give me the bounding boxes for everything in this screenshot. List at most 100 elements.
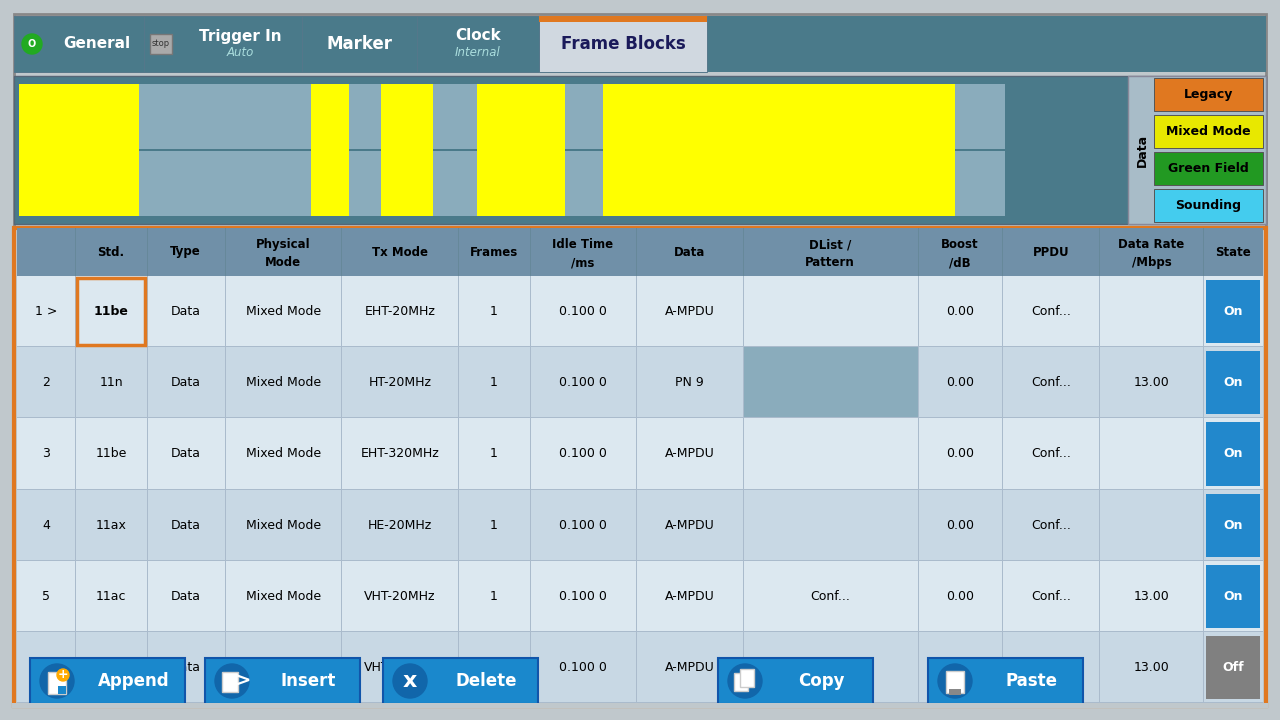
- Bar: [19, 84, 140, 216]
- Text: State: State: [1215, 246, 1251, 258]
- Text: A-MPDU: A-MPDU: [664, 661, 714, 674]
- Text: Paste: Paste: [1006, 672, 1057, 690]
- Bar: [17, 632, 1263, 703]
- Text: Physical: Physical: [256, 238, 310, 251]
- Circle shape: [393, 664, 428, 698]
- Bar: [564, 149, 603, 151]
- Text: 1: 1: [490, 447, 498, 460]
- Text: Frames: Frames: [470, 246, 518, 258]
- Text: 4: 4: [42, 518, 50, 531]
- Bar: [17, 490, 1263, 561]
- Text: >: >: [234, 672, 251, 690]
- Bar: [1206, 493, 1260, 557]
- Text: 5: 5: [42, 590, 50, 603]
- Text: 1 >: 1 >: [35, 305, 58, 318]
- Text: Data: Data: [170, 590, 201, 603]
- Text: Append: Append: [97, 672, 169, 690]
- Text: 1: 1: [490, 590, 498, 603]
- Bar: [383, 658, 538, 704]
- Text: Mixed Mode: Mixed Mode: [246, 447, 320, 460]
- Bar: [1155, 152, 1263, 185]
- Bar: [49, 672, 67, 694]
- Text: O: O: [28, 39, 36, 49]
- Bar: [740, 669, 754, 687]
- Text: EHT-20MHz: EHT-20MHz: [365, 305, 435, 318]
- Bar: [349, 84, 381, 216]
- Bar: [14, 228, 1266, 706]
- Text: Legacy: Legacy: [1184, 88, 1233, 101]
- Text: stop: stop: [152, 40, 170, 48]
- Bar: [17, 559, 1263, 561]
- Text: Data: Data: [1135, 133, 1148, 166]
- Bar: [29, 658, 186, 704]
- Text: Frame Blocks: Frame Blocks: [561, 35, 685, 53]
- Bar: [1155, 78, 1263, 111]
- Bar: [17, 276, 1263, 347]
- Text: PPDU: PPDU: [1033, 246, 1069, 258]
- Bar: [302, 16, 417, 72]
- Bar: [477, 84, 564, 216]
- Text: 0.100 0: 0.100 0: [559, 661, 607, 674]
- Text: A-MPDU: A-MPDU: [664, 447, 714, 460]
- Text: HT-20MHz: HT-20MHz: [369, 377, 431, 390]
- Bar: [140, 84, 311, 216]
- Bar: [17, 347, 1263, 418]
- Text: Data Rate: Data Rate: [1119, 238, 1184, 251]
- Text: +: +: [58, 668, 68, 682]
- Text: A-MPDU: A-MPDU: [664, 590, 714, 603]
- Text: 2: 2: [42, 377, 50, 390]
- Text: 13.00: 13.00: [1134, 661, 1169, 674]
- Text: 0.100 0: 0.100 0: [559, 590, 607, 603]
- Bar: [417, 16, 539, 72]
- Bar: [77, 278, 145, 345]
- Bar: [17, 488, 1263, 490]
- Bar: [14, 16, 143, 72]
- Text: 11ac: 11ac: [96, 590, 127, 603]
- Bar: [221, 672, 238, 692]
- Text: Auto: Auto: [227, 47, 253, 60]
- Text: 0.100 0: 0.100 0: [559, 447, 607, 460]
- Bar: [1155, 189, 1263, 222]
- Text: x: x: [403, 671, 417, 691]
- Circle shape: [938, 664, 972, 698]
- Text: A-MPDU: A-MPDU: [664, 518, 714, 531]
- Bar: [17, 346, 1263, 347]
- Text: Type: Type: [170, 246, 201, 258]
- Bar: [14, 16, 1266, 72]
- Text: 11n: 11n: [100, 377, 123, 390]
- Text: Green Field: Green Field: [1169, 162, 1249, 175]
- Text: On: On: [1224, 377, 1243, 390]
- Text: Internal: Internal: [456, 47, 500, 60]
- Text: PN 9: PN 9: [675, 377, 704, 390]
- Text: EHT-320MHz: EHT-320MHz: [361, 447, 439, 460]
- Text: 0.100 0: 0.100 0: [559, 518, 607, 531]
- Text: Insert: Insert: [280, 672, 337, 690]
- Text: On: On: [1224, 447, 1243, 460]
- Text: 1: 1: [490, 518, 498, 531]
- Bar: [17, 228, 1263, 276]
- Text: Clock: Clock: [456, 29, 500, 43]
- Text: Data: Data: [170, 377, 201, 390]
- Bar: [946, 671, 964, 693]
- Bar: [150, 34, 172, 54]
- Bar: [1206, 423, 1260, 485]
- Bar: [1206, 564, 1260, 628]
- Bar: [928, 658, 1083, 704]
- Text: VHT-20MHz: VHT-20MHz: [364, 590, 435, 603]
- Text: Marker: Marker: [326, 35, 393, 53]
- Bar: [349, 149, 381, 151]
- Bar: [539, 16, 707, 22]
- Text: Mixed Mode: Mixed Mode: [246, 377, 320, 390]
- Bar: [17, 631, 1263, 632]
- Text: DList /: DList /: [809, 238, 851, 251]
- Text: Mixed Mode: Mixed Mode: [1166, 125, 1251, 138]
- Text: Std.: Std.: [97, 246, 124, 258]
- Text: 0.00: 0.00: [946, 377, 974, 390]
- Text: Off: Off: [1222, 661, 1244, 674]
- Text: Conf...: Conf...: [1030, 447, 1071, 460]
- Text: Conf...: Conf...: [1030, 518, 1071, 531]
- Text: 0.00: 0.00: [946, 590, 974, 603]
- Bar: [17, 561, 1263, 632]
- Text: On: On: [1224, 518, 1243, 531]
- Bar: [143, 16, 302, 72]
